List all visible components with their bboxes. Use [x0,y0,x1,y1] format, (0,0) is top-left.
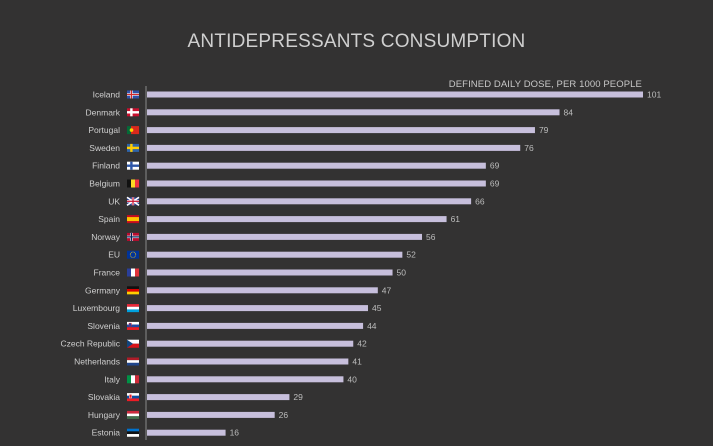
unit-label: DEFINED DAILY DOSE, PER 1000 PEOPLE [448,79,642,90]
bar-slovakia [147,394,290,401]
value-label-hungary: 26 [279,410,289,420]
flag-norway-icon [127,232,139,241]
flag-hungary-icon [127,410,139,419]
category-label-denmark: Denmark [86,107,121,117]
value-label-germany: 47 [382,285,392,295]
bar-uk [147,198,472,205]
value-label-denmark: 84 [564,107,574,117]
bar-eu [147,251,403,258]
value-label-luxembourg: 45 [372,303,382,313]
value-label-spain: 61 [451,214,461,224]
value-label-italy: 40 [347,374,357,384]
value-label-france: 50 [397,268,407,278]
bar-finland [147,162,486,169]
flag-france-icon [127,268,140,277]
flag-spain-icon [127,215,139,224]
value-label-slovenia: 44 [367,321,377,331]
category-label-finland: Finland [92,161,120,171]
flag-portugal-icon [127,126,140,135]
value-label-netherlands: 41 [352,357,362,367]
bar-germany [147,287,378,294]
category-label-estonia: Estonia [92,428,121,438]
value-label-estonia: 16 [230,428,240,438]
flag-denmark-icon [127,108,139,117]
bar-belgium [147,180,486,187]
category-label-hungary: Hungary [88,410,121,420]
bar-sweden [147,144,521,151]
category-label-iceland: Iceland [93,90,121,100]
category-label-spain: Spain [98,214,120,224]
bar-spain [147,216,447,223]
category-label-eu: EU [108,250,120,260]
flag-eu-icon [127,250,139,259]
category-label-slovakia: Slovakia [88,392,120,402]
category-label-slovenia: Slovenia [87,321,120,331]
bar-luxembourg [147,305,368,312]
value-label-finland: 69 [490,161,500,171]
bar-norway [147,233,423,240]
flag-finland-icon [127,161,139,170]
value-label-sweden: 76 [524,143,534,153]
category-label-germany: Germany [85,285,121,295]
bar-italy [147,376,344,383]
value-label-iceland: 101 [647,90,661,100]
value-label-norway: 56 [426,232,436,242]
category-label-belgium: Belgium [89,179,120,189]
value-label-eu: 52 [406,250,416,260]
category-label-sweden: Sweden [89,143,120,153]
bar-netherlands [147,358,349,365]
bar-iceland [147,91,643,98]
flag-slovenia-icon [127,321,139,330]
flag-slovakia-icon [127,393,139,402]
flag-italy-icon [127,375,140,384]
flag-netherlands-icon [127,357,139,366]
category-label-luxembourg: Luxembourg [73,303,121,313]
bar-czech-republic [147,340,354,347]
value-label-slovakia: 29 [293,392,303,402]
category-label-uk: UK [108,196,120,206]
flag-estonia-icon [127,428,139,437]
bar-slovenia [147,322,364,329]
flag-germany-icon [127,286,139,295]
flag-iceland-icon [127,90,139,99]
bar-france [147,269,393,276]
flag-czech-icon [127,339,139,348]
flag-luxembourg-icon [127,304,139,313]
flag-sweden-icon [127,143,139,152]
category-label-netherlands: Netherlands [74,357,120,367]
bar-hungary [147,411,275,418]
category-label-czech-republic: Czech Republic [60,339,120,349]
category-label-norway: Norway [91,232,121,242]
bar-portugal [147,127,535,134]
value-label-portugal: 79 [539,125,549,135]
value-label-uk: 66 [475,196,485,206]
value-label-belgium: 69 [490,179,500,189]
category-label-italy: Italy [104,374,120,384]
flag-belgium-icon [127,179,140,188]
category-label-france: France [94,268,121,278]
bar-denmark [147,109,560,116]
category-label-portugal: Portugal [88,125,120,135]
value-label-czech-republic: 42 [357,339,367,349]
chart-title: ANTIDEPRESSANTS CONSUMPTION [187,31,526,52]
bar-estonia [147,429,226,436]
flag-uk-icon [126,196,140,206]
